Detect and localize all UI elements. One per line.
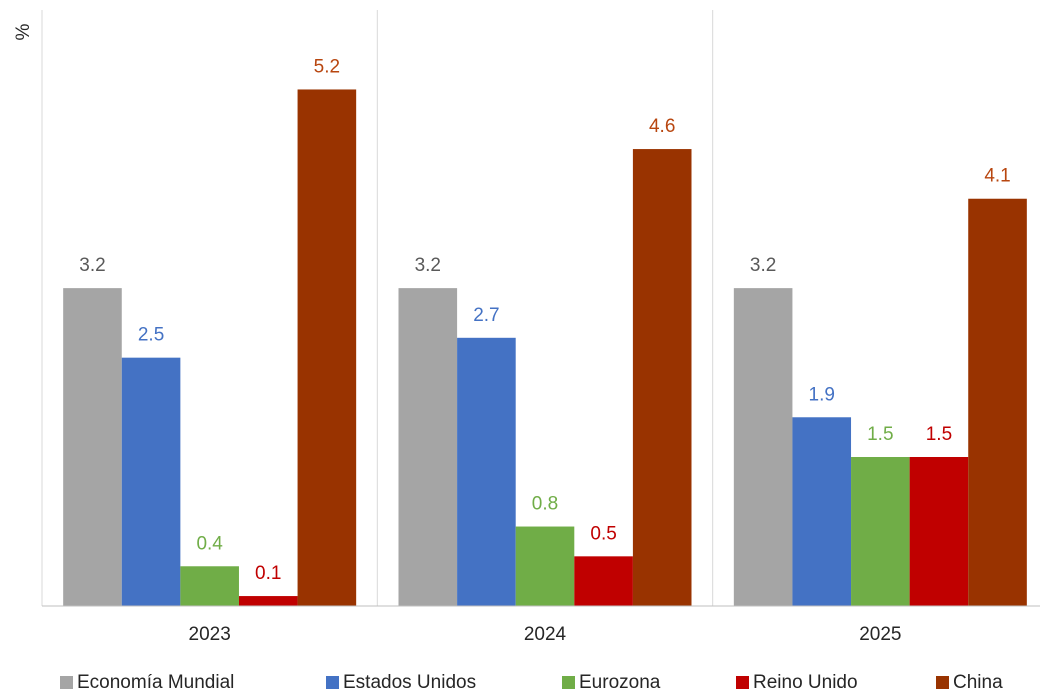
x-tick-label: 2024 xyxy=(524,624,567,645)
data-label: 0.5 xyxy=(590,523,616,544)
bar xyxy=(574,556,633,606)
data-label: 2.7 xyxy=(473,305,499,326)
data-label: 0.8 xyxy=(532,494,558,515)
bar xyxy=(733,288,793,606)
legend-label: Estados Unidos xyxy=(343,672,476,693)
data-label: 0.4 xyxy=(196,533,223,554)
data-label: 3.2 xyxy=(415,255,441,276)
data-label: 5.2 xyxy=(314,56,340,77)
data-label: 1.5 xyxy=(867,424,893,445)
legend-swatch xyxy=(60,676,73,689)
bar xyxy=(121,357,181,606)
bar xyxy=(63,288,122,606)
legend-label: China xyxy=(953,672,1003,693)
bar xyxy=(515,526,575,606)
legend-swatch xyxy=(326,676,339,689)
bar xyxy=(180,566,239,606)
data-label: 3.2 xyxy=(79,255,105,276)
bar xyxy=(398,288,458,606)
data-label: 1.9 xyxy=(809,384,835,405)
data-label: 3.2 xyxy=(750,255,776,276)
bar xyxy=(851,457,910,606)
bar xyxy=(792,417,852,606)
data-label: 4.1 xyxy=(984,166,1010,187)
legend-label: Economía Mundial xyxy=(77,672,234,693)
data-label: 0.1 xyxy=(255,563,281,584)
bar xyxy=(632,149,692,607)
x-tick-label: 2025 xyxy=(859,624,901,645)
y-axis-label: % xyxy=(13,23,34,40)
legend-label: Reino Unido xyxy=(753,672,858,693)
x-tick-label: 2023 xyxy=(189,624,231,645)
data-label: 1.5 xyxy=(926,424,952,445)
bar xyxy=(297,89,357,606)
legend-swatch xyxy=(936,676,949,689)
legend-swatch xyxy=(736,676,749,689)
data-label: 2.5 xyxy=(138,325,164,346)
bar xyxy=(909,457,969,606)
legend-label: Eurozona xyxy=(579,672,661,693)
bar xyxy=(238,596,298,606)
bar xyxy=(968,198,1027,606)
legend-swatch xyxy=(562,676,575,689)
data-label: 4.6 xyxy=(649,116,675,137)
bar xyxy=(457,337,516,606)
